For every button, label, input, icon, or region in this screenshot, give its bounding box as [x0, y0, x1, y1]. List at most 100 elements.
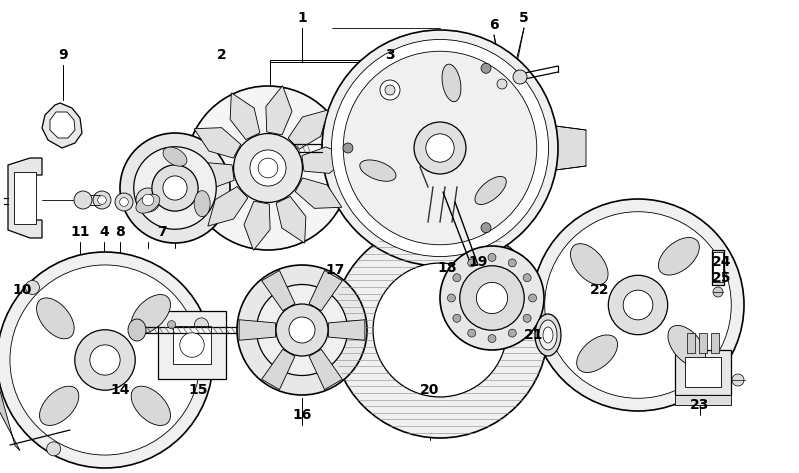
Polygon shape	[302, 147, 351, 174]
Ellipse shape	[658, 237, 699, 275]
Circle shape	[713, 287, 723, 297]
Circle shape	[74, 191, 92, 209]
Circle shape	[89, 345, 120, 375]
Circle shape	[426, 134, 454, 162]
Circle shape	[523, 274, 531, 282]
Ellipse shape	[668, 325, 706, 367]
Circle shape	[440, 246, 544, 350]
Circle shape	[385, 85, 395, 95]
Circle shape	[481, 223, 491, 233]
Circle shape	[250, 150, 286, 186]
Circle shape	[467, 259, 475, 267]
Polygon shape	[185, 163, 234, 189]
Ellipse shape	[163, 147, 187, 166]
Polygon shape	[50, 112, 75, 138]
Polygon shape	[194, 128, 240, 158]
Polygon shape	[266, 86, 292, 135]
Text: 10: 10	[12, 283, 32, 297]
Circle shape	[332, 39, 549, 256]
Circle shape	[453, 314, 461, 322]
Circle shape	[545, 212, 731, 398]
Circle shape	[373, 263, 507, 397]
Circle shape	[258, 158, 278, 178]
Text: 1: 1	[297, 11, 307, 25]
Circle shape	[414, 122, 466, 174]
Circle shape	[10, 265, 200, 455]
Text: 19: 19	[468, 255, 487, 269]
Circle shape	[322, 30, 558, 266]
Circle shape	[46, 442, 61, 456]
Circle shape	[233, 133, 303, 202]
Ellipse shape	[475, 176, 507, 204]
Polygon shape	[173, 326, 211, 364]
Circle shape	[508, 259, 516, 267]
Text: 15: 15	[189, 383, 208, 397]
Circle shape	[732, 374, 744, 386]
Circle shape	[26, 280, 39, 295]
Text: 18: 18	[437, 261, 457, 275]
Polygon shape	[295, 178, 342, 208]
Circle shape	[289, 317, 315, 343]
Text: 17: 17	[325, 263, 344, 277]
Text: 25: 25	[712, 271, 732, 285]
Polygon shape	[309, 349, 342, 390]
Polygon shape	[230, 93, 260, 140]
Circle shape	[186, 86, 350, 250]
Polygon shape	[262, 271, 295, 311]
Circle shape	[142, 194, 153, 206]
Circle shape	[237, 265, 367, 395]
Bar	[14, 172, 36, 224]
Circle shape	[453, 274, 461, 282]
Circle shape	[252, 138, 272, 158]
Polygon shape	[8, 158, 42, 238]
Text: 21: 21	[524, 328, 544, 342]
Circle shape	[476, 282, 507, 314]
Circle shape	[194, 318, 209, 332]
Polygon shape	[675, 350, 731, 395]
Circle shape	[152, 165, 198, 211]
Text: 2: 2	[217, 48, 227, 62]
Circle shape	[97, 196, 106, 204]
Circle shape	[115, 193, 133, 211]
Text: 4: 4	[99, 225, 109, 239]
Circle shape	[256, 284, 348, 376]
Circle shape	[508, 329, 516, 337]
Circle shape	[488, 254, 496, 262]
Ellipse shape	[539, 320, 557, 350]
Text: 16: 16	[292, 408, 312, 422]
Circle shape	[276, 304, 328, 356]
Ellipse shape	[577, 335, 618, 373]
Polygon shape	[244, 201, 270, 250]
Text: 6: 6	[489, 18, 499, 32]
Polygon shape	[208, 186, 248, 226]
Text: 23: 23	[690, 398, 710, 412]
Polygon shape	[0, 380, 20, 451]
Ellipse shape	[37, 298, 74, 339]
Text: 3: 3	[385, 48, 395, 62]
Circle shape	[529, 294, 537, 302]
Circle shape	[332, 222, 548, 438]
Circle shape	[75, 330, 135, 390]
Circle shape	[120, 198, 129, 206]
Circle shape	[133, 147, 217, 229]
Polygon shape	[328, 320, 365, 340]
Polygon shape	[685, 357, 721, 387]
Ellipse shape	[570, 244, 608, 285]
Ellipse shape	[131, 386, 170, 426]
Circle shape	[481, 63, 491, 73]
Circle shape	[523, 314, 531, 322]
Polygon shape	[42, 103, 82, 148]
Ellipse shape	[128, 319, 146, 341]
Text: 22: 22	[590, 283, 610, 297]
Bar	[713, 252, 723, 282]
Polygon shape	[309, 271, 342, 311]
Circle shape	[0, 252, 213, 468]
Circle shape	[344, 51, 537, 245]
Circle shape	[623, 290, 653, 320]
Circle shape	[163, 176, 187, 200]
Text: 14: 14	[110, 383, 129, 397]
Circle shape	[380, 80, 400, 100]
Circle shape	[488, 334, 496, 342]
Circle shape	[93, 191, 111, 209]
Circle shape	[467, 329, 475, 337]
